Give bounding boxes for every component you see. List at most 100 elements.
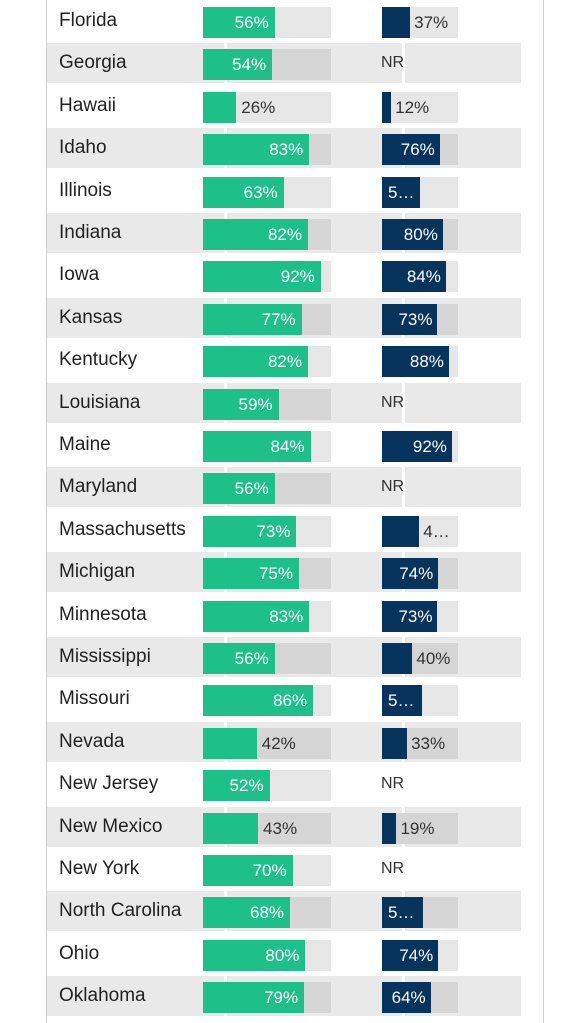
bar-col2 — [382, 600, 438, 632]
bar-col1 — [203, 134, 310, 166]
state-name: Louisiana — [59, 391, 141, 413]
table-row: Ohio 80% 74% — [47, 934, 521, 974]
row-cell-name — [47, 891, 224, 932]
bar-col2 — [382, 685, 422, 717]
bar-track-col1: 86% — [203, 685, 331, 717]
bar-col1 — [203, 855, 293, 886]
bar-track-col1: 83% — [203, 134, 331, 166]
bar-col1 — [203, 770, 270, 802]
bar-col2 — [382, 727, 408, 759]
bar-col1 — [203, 7, 275, 38]
bar-track-col2: 74% — [382, 939, 458, 971]
bar-col2 — [382, 91, 392, 123]
not-reported-label: NR — [381, 478, 405, 496]
bar-col1 — [203, 515, 297, 547]
state-name: Kentucky — [59, 349, 138, 371]
bar-col1 — [203, 685, 314, 717]
bar-track-col2: 92% — [382, 431, 458, 462]
bar-col2 — [382, 7, 411, 38]
row-cell-name — [47, 806, 224, 847]
bar-label-col2: 80% — [403, 225, 438, 244]
state-name: Maine — [59, 434, 111, 455]
row-cell-c2 — [405, 467, 521, 508]
bar-col2 — [382, 643, 413, 674]
bar-col1 — [203, 939, 306, 971]
table-row: Illinois 63% 5… — [47, 171, 521, 211]
bar-label-col1: 68% — [250, 903, 285, 923]
bar-label-col2: 4… — [423, 521, 450, 541]
bar-label-col1: 80% — [265, 945, 300, 965]
state-name: Florida — [59, 10, 118, 31]
bar-col2 — [382, 219, 443, 250]
bar-track-col2: 37% — [382, 7, 458, 38]
bar-track-col1: 43% — [203, 812, 331, 844]
bar-track-col2: 40% — [382, 643, 458, 674]
bar-label-col2: 19% — [400, 818, 435, 838]
row-cell-name — [47, 552, 224, 593]
bar-col1 — [203, 558, 299, 590]
bar-track-col1: 59% — [203, 388, 331, 420]
bar-label-col2: 12% — [395, 97, 430, 117]
bar-label-col1: 83% — [269, 140, 304, 160]
bar-col2 — [382, 261, 446, 293]
bar-track-col2: 5… — [382, 685, 458, 717]
state-name: Missouri — [59, 688, 130, 710]
state-name: Ohio — [59, 942, 100, 964]
bar-track-col1: 42% — [203, 727, 331, 759]
row-cell-c2 — [405, 764, 521, 804]
bar-track-col1: 75% — [203, 558, 331, 590]
bar-label-col2: 76% — [400, 140, 435, 160]
bar-label-col2: 37% — [414, 13, 449, 32]
bar-track-col2: 4… — [382, 515, 458, 547]
state-name: Hawaii — [59, 94, 117, 116]
bar-label-col1: 63% — [243, 182, 278, 202]
bar-track-col1: 79% — [203, 982, 331, 1014]
bar-track-col1: 63% — [203, 176, 331, 208]
bar-col1 — [203, 388, 279, 420]
row-cell-c2 — [405, 849, 521, 889]
state-name: Oklahoma — [59, 985, 146, 1007]
row-cell-name — [47, 637, 224, 677]
row-cell-name — [47, 43, 224, 84]
bar-col1 — [203, 473, 275, 505]
row-cell-name — [47, 128, 224, 169]
table-row: Kentucky 82% 88% — [47, 340, 521, 380]
bar-label-col2: 92% — [412, 437, 447, 456]
row-cell-name — [47, 213, 224, 253]
bar-col2 — [382, 346, 449, 378]
bar-col1 — [203, 431, 311, 462]
table-row: Hawaii 26% 12% — [47, 86, 521, 126]
table-row: Massachusetts 73% 4… — [47, 510, 521, 550]
bar-track-col1: 56% — [203, 643, 331, 674]
table-row: Georgia 54% NR — [47, 43, 521, 84]
table-row: North Carolina 68% 5… — [47, 891, 521, 932]
bar-track-col1: 56% — [203, 7, 331, 38]
bar-label-col2: 84% — [406, 267, 441, 287]
bar-col2 — [382, 431, 452, 462]
bar-label-col1: 82% — [267, 225, 302, 244]
bar-label-col2: 64% — [391, 988, 426, 1008]
row-cell-name — [47, 467, 224, 508]
row-cell-name — [47, 297, 224, 338]
bar-track-col2: 76% — [382, 134, 458, 166]
bar-label-col1: 77% — [261, 309, 296, 329]
table-row: Florida 56% 37% — [47, 1, 521, 41]
bar-col1 — [203, 261, 321, 293]
bar-label-col2: 5… — [388, 691, 415, 711]
bar-col2 — [382, 558, 439, 590]
bar-track-col1: 68% — [203, 897, 331, 929]
bar-col2 — [382, 939, 439, 971]
bar-track-col1: 80% — [203, 939, 331, 971]
bar-label-col2: 73% — [398, 309, 433, 329]
bar-track-col2: 5… — [382, 176, 458, 208]
bar-label-col2: 40% — [416, 649, 451, 668]
bar-label-col1: 79% — [264, 988, 299, 1008]
bar-track-col1: 82% — [203, 346, 331, 378]
bar-label-col1: 59% — [238, 394, 273, 414]
table-row: Michigan 75% 74% — [47, 552, 521, 593]
state-name: Nevada — [59, 730, 125, 752]
table-row: New Jersey 52% NR — [47, 764, 521, 804]
row-cell-name — [47, 382, 224, 423]
bar-track-col2: 73% — [382, 303, 458, 335]
bar-col2 — [382, 897, 424, 929]
